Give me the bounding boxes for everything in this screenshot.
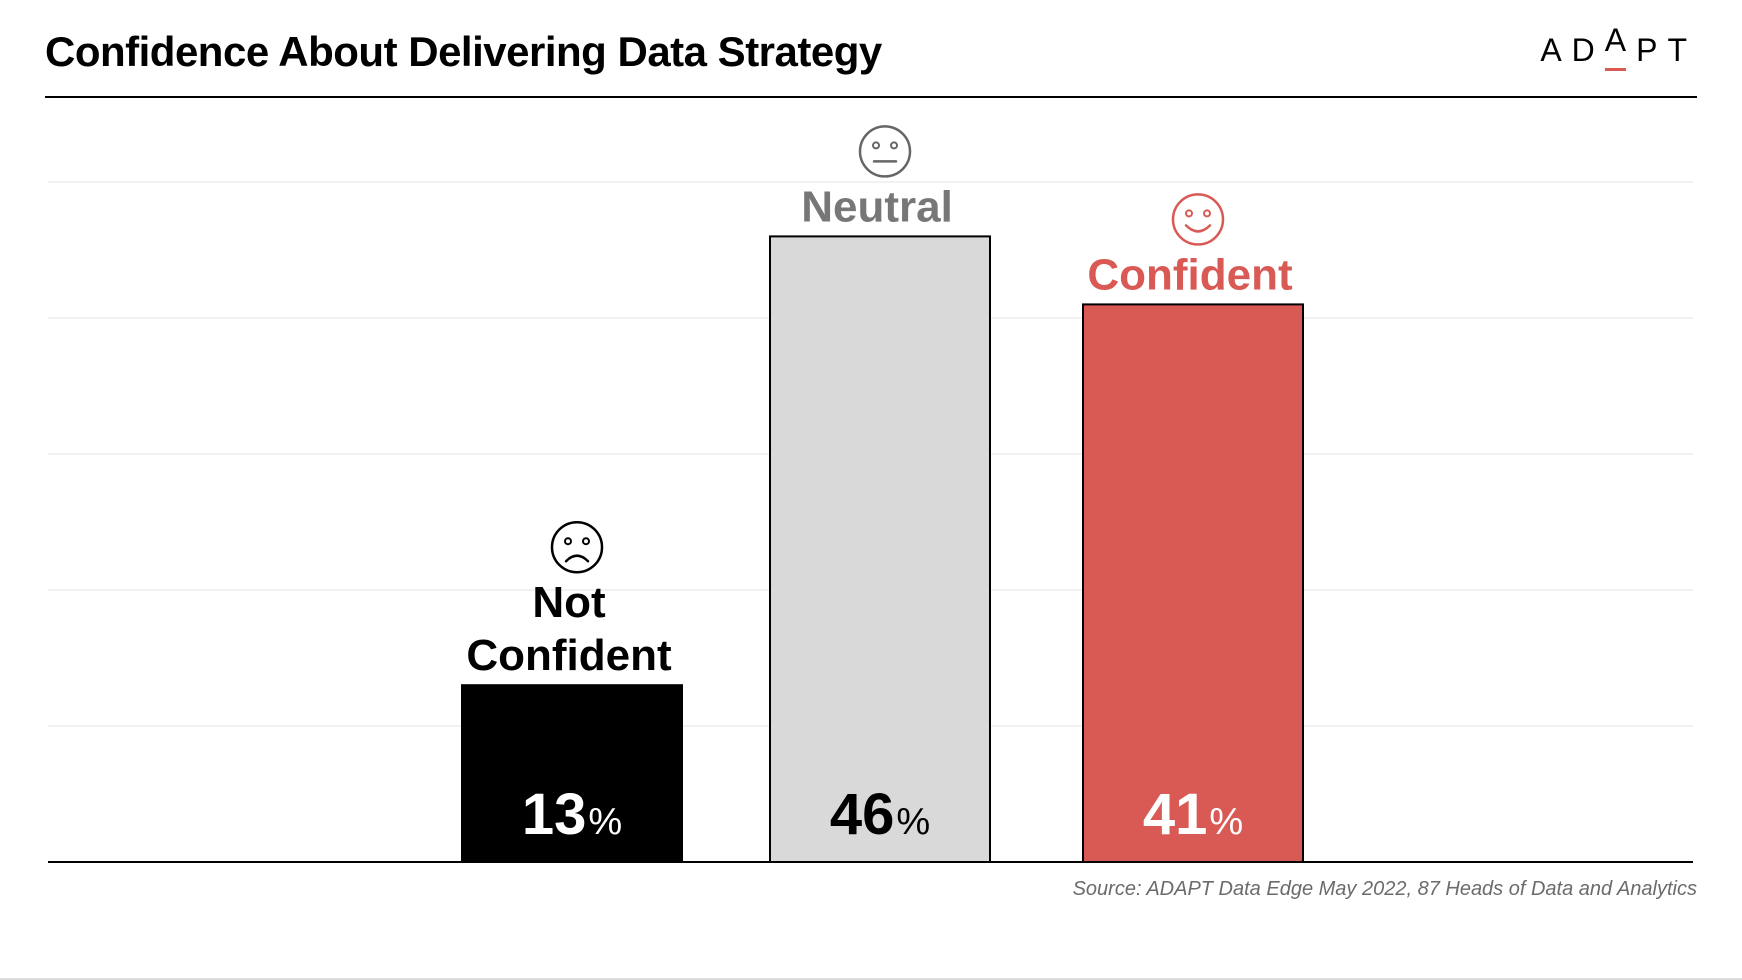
happy-face-icon [1171, 193, 1225, 246]
logo-accent: A [1604, 22, 1636, 71]
logo-underline [1604, 68, 1627, 71]
source-note: Source: ADAPT Data Edge May 2022, 87 Hea… [1072, 878, 1697, 900]
face-eye-left [1185, 209, 1193, 218]
bar-category-label: Not [532, 578, 606, 627]
bar-category-label: Neutral [801, 182, 953, 231]
face-eye-right [1203, 209, 1211, 218]
title-divider [45, 96, 1697, 98]
face-eye-left [872, 141, 880, 150]
face-outline [858, 125, 912, 178]
adapt-logo: ADA PT [1540, 22, 1697, 71]
logo-prefix: AD [1540, 32, 1605, 68]
bottom-divider [0, 978, 1742, 980]
face-mouth [1184, 224, 1212, 233]
face-eye-left [564, 537, 572, 546]
face-outline [550, 520, 604, 574]
bar-confident [1082, 303, 1304, 863]
bar-value-label: 41% [1143, 782, 1243, 847]
bar-category-label: Confident [466, 631, 672, 680]
bar-not-confident [461, 684, 683, 864]
face-mouth [564, 554, 590, 563]
face-eye-right [890, 141, 898, 150]
logo-accent-letter: A [1604, 22, 1637, 58]
bar-category-label: Confident [1087, 250, 1293, 299]
logo-suffix: PT [1636, 32, 1697, 68]
bar-value-label: 46% [830, 782, 930, 847]
page-title: Confidence About Delivering Data Strateg… [45, 28, 882, 75]
sad-face-icon [550, 520, 604, 574]
face-outline [1171, 193, 1225, 246]
bar-neutral [769, 235, 991, 863]
bar-value-label: 13% [522, 782, 622, 847]
neutral-face-icon [858, 125, 912, 178]
face-eye-right [582, 537, 590, 546]
